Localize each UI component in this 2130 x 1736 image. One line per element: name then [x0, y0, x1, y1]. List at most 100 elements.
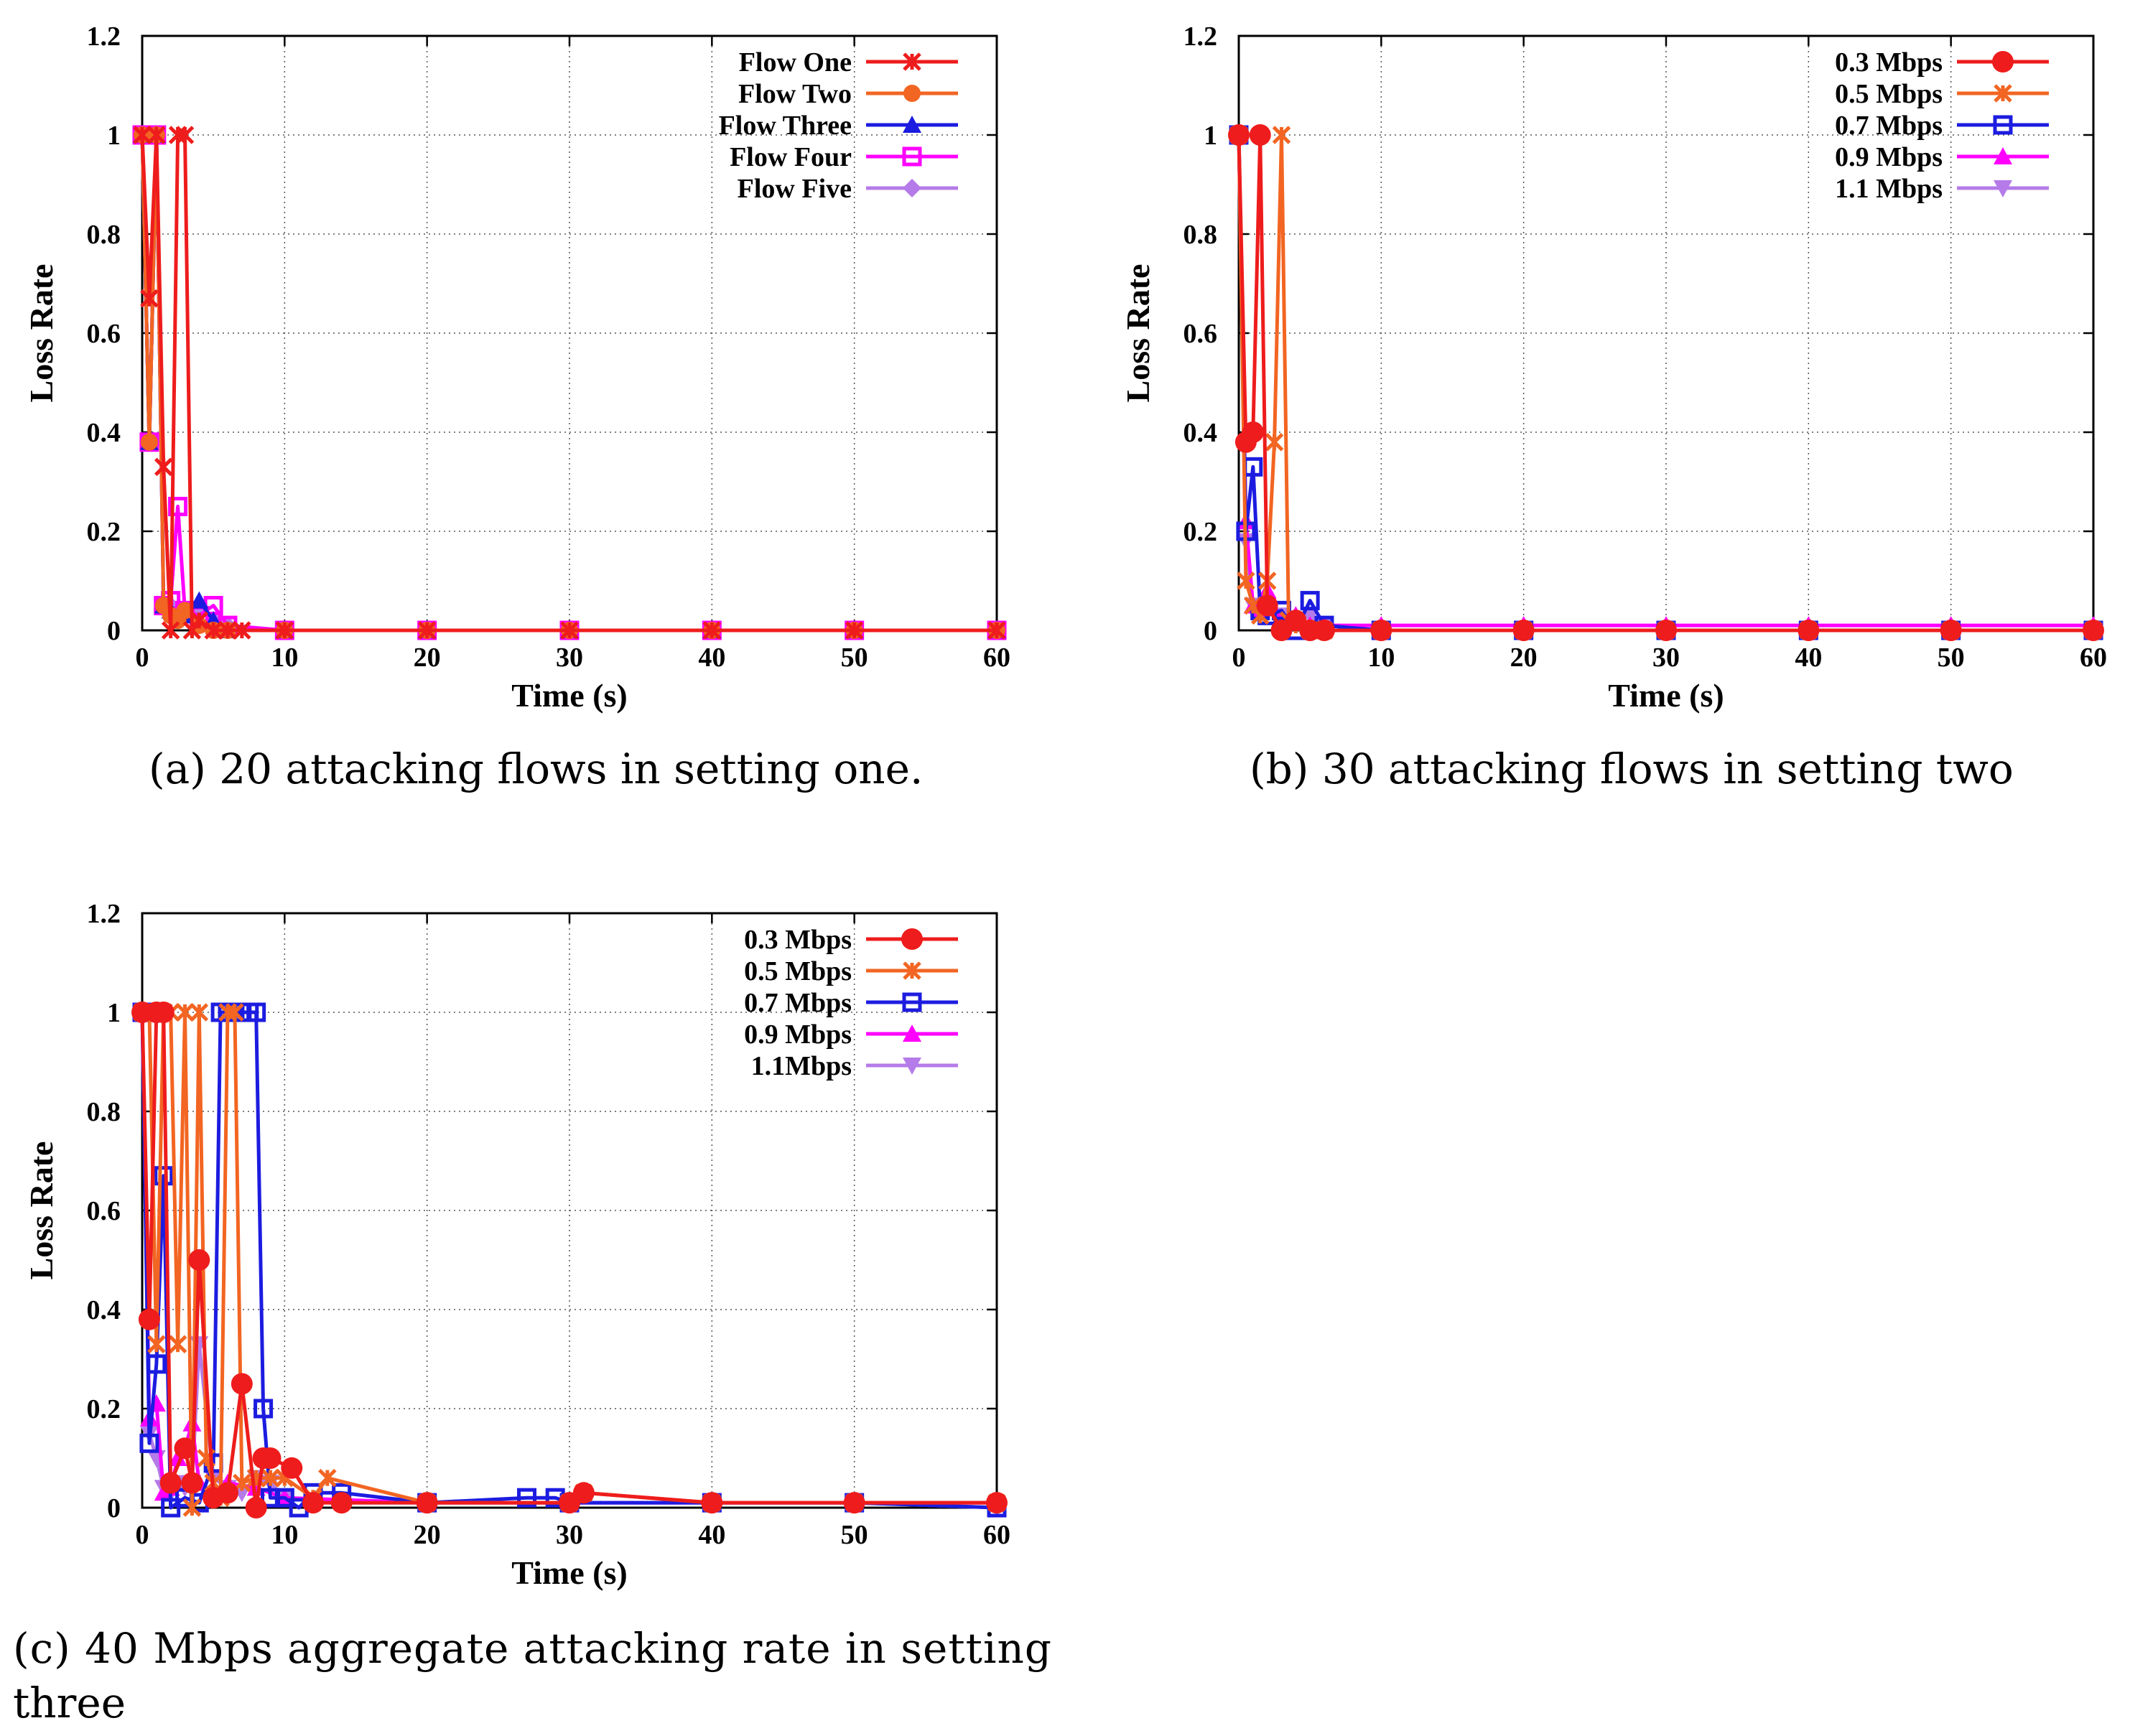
legend-label: Flow Four: [730, 142, 852, 172]
data-point: [417, 621, 437, 640]
legend-label: Flow Two: [738, 79, 852, 109]
data-point: [560, 621, 579, 640]
legend-label: 1.1Mbps: [751, 1051, 852, 1081]
y-tick-label: 0.8: [87, 220, 121, 250]
data-point: [1655, 620, 1677, 641]
y-tick-label: 0.4: [1183, 418, 1218, 448]
legend-marker: [903, 1025, 921, 1042]
data-point: [843, 1492, 865, 1514]
x-tick-label: 50: [841, 643, 868, 673]
data-point: [330, 1492, 353, 1514]
data-point: [261, 1468, 280, 1488]
caption-a: (a) 20 attacking flows in setting one.: [149, 745, 923, 793]
x-tick-label: 0: [1232, 643, 1246, 673]
data-point: [1272, 126, 1291, 144]
data-point: [181, 1472, 203, 1494]
legend-marker: [902, 992, 922, 1012]
legend-item: 1.1 Mbps: [1835, 174, 2049, 204]
data-point: [281, 1457, 303, 1479]
legend-item: 0.7 Mbps: [744, 988, 958, 1018]
y-tick-label: 0.8: [1183, 220, 1218, 250]
data-point: [1798, 620, 1820, 641]
data-point: [416, 1492, 438, 1514]
data-point: [147, 126, 166, 144]
y-tick-label: 0.2: [87, 517, 121, 547]
legend-marker: [1994, 147, 2012, 164]
y-tick-label: 0.6: [87, 1196, 121, 1226]
data-point: [159, 1472, 182, 1494]
legend-item: 0.5 Mbps: [1835, 79, 2049, 109]
y-tick-label: 1: [107, 121, 121, 151]
x-tick-label: 10: [1367, 643, 1395, 673]
legend-item: Flow Four: [730, 142, 958, 172]
x-axis-title: Time (s): [511, 677, 627, 714]
x-tick-label: 60: [983, 643, 1010, 673]
legend-marker: [902, 146, 922, 167]
data-point: [133, 126, 152, 144]
data-point: [140, 289, 159, 308]
y-tick-label: 1.2: [1183, 22, 1218, 52]
data-point: [161, 621, 180, 640]
legend-marker: [903, 52, 921, 71]
data-point: [275, 621, 294, 640]
series-layer: [132, 125, 1007, 640]
data-point: [139, 1433, 159, 1453]
y-tick-label: 0: [107, 1493, 121, 1523]
data-point: [147, 1335, 166, 1354]
series-layer: [131, 1002, 1008, 1518]
data-point: [138, 1308, 160, 1330]
legend-label: 0.7 Mbps: [1835, 111, 1943, 141]
data-point: [701, 1492, 723, 1514]
y-tick-label: 0.6: [87, 319, 121, 349]
data-point: [217, 1482, 238, 1504]
chart-3: 0 10 20 30 40 50 60 0 0.2 0.4 0.6 0.8 1 1.2 Time (s) Lo…: [23, 899, 1010, 1591]
legend-label: 0.3 Mbps: [744, 925, 852, 955]
data-point: [1300, 591, 1320, 611]
data-point: [182, 1498, 202, 1517]
y-tick-label: 1.2: [87, 899, 121, 929]
legend-label: 0.9 Mbps: [1835, 142, 1943, 172]
x-tick-label: 0: [136, 1520, 149, 1550]
data-point: [1242, 421, 1264, 443]
legend-item: Flow Three: [719, 111, 958, 141]
data-point: [190, 611, 209, 630]
x-tick-label: 20: [414, 643, 441, 673]
x-axis-title: Time (s): [1608, 677, 1724, 714]
data-point: [987, 621, 1006, 640]
x-tick-label: 60: [2080, 643, 2107, 673]
data-point: [154, 1166, 174, 1186]
data-point: [1370, 620, 1392, 641]
legend-label: 1.1 Mbps: [1835, 174, 1943, 204]
data-point: [175, 1003, 195, 1022]
y-tick-label: 1.2: [87, 22, 121, 52]
data-point: [168, 1449, 187, 1466]
data-point: [274, 1488, 294, 1508]
legend-label: 0.9 Mbps: [744, 1019, 852, 1050]
data-point: [1512, 620, 1535, 641]
data-point: [154, 457, 173, 477]
legend-label: Flow Five: [738, 174, 852, 204]
legend-item: 0.3 Mbps: [744, 925, 958, 955]
legend-label: Flow One: [739, 47, 852, 78]
series-1: [133, 126, 1006, 640]
x-tick-label: 50: [1938, 643, 1965, 673]
legend-item: 1.1Mbps: [751, 1051, 958, 1081]
x-tick-label: 30: [1652, 643, 1680, 673]
chart-2: 0 10 20 30 40 50 60 0 0.2 0.4 0.6 0.8 1 1.2 Time (s) Lo…: [1120, 22, 2107, 714]
x-tick-label: 30: [556, 643, 583, 673]
data-point: [1237, 571, 1255, 590]
legend-label: 0.7 Mbps: [744, 988, 852, 1018]
data-point: [147, 1354, 167, 1374]
data-point: [702, 621, 722, 640]
legend-label: Flow Three: [719, 111, 852, 141]
data-point: [225, 1003, 244, 1022]
legend-marker: [901, 928, 923, 950]
x-tick-label: 0: [136, 643, 149, 673]
x-tick-label: 60: [983, 1520, 1010, 1550]
data-point: [188, 1249, 210, 1271]
data-point: [318, 1468, 337, 1488]
x-tick-label: 20: [1510, 643, 1538, 673]
